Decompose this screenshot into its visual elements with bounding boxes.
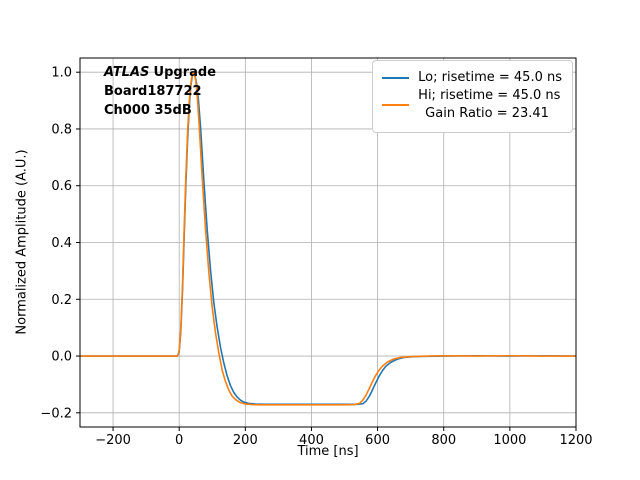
x-tick-label: 1000 <box>493 433 526 448</box>
x-tick-label: 0 <box>175 433 183 448</box>
x-tick-label: 400 <box>299 433 324 448</box>
x-tick-label: −200 <box>95 433 131 448</box>
annotation-line-2: Board187722 <box>104 84 202 99</box>
x-tick-label: 800 <box>431 433 456 448</box>
series-line-hi <box>80 71 576 406</box>
x-axis-label: Time [ns] <box>297 444 359 459</box>
y-tick-label: 0.4 <box>51 236 72 251</box>
legend-label-hi: Hi; risetime = 45.0 ns <box>418 88 561 103</box>
y-tick-label: 0.6 <box>51 179 72 194</box>
legend-entry-hi: Hi; risetime = 45.0 ns Gain Ratio = 23.4… <box>382 87 562 123</box>
tick-marks <box>76 71 577 431</box>
y-tick-label: −0.2 <box>40 406 72 421</box>
plot-annotation: ATLAS Upgrade Board187722 Ch000 35dB <box>104 63 216 120</box>
y-tick-label: 0.0 <box>51 350 72 365</box>
annotation-line-3: Ch000 35dB <box>104 103 192 118</box>
y-tick-label: 0.8 <box>51 122 72 137</box>
tick-labels: −200 0 200 400 600 800 1000 1200 −0.2 0.0 0.2 0.4 0.… <box>40 66 592 448</box>
legend-label-lo: Lo; risetime = 45.0 ns <box>418 70 562 85</box>
legend-label-gain-ratio: Gain Ratio = 23.41 <box>425 106 549 121</box>
annotation-atlas: ATLAS <box>104 65 150 80</box>
legend-line-sample-hi <box>382 104 410 106</box>
x-tick-label: 600 <box>365 433 390 448</box>
x-tick-label: 200 <box>233 433 258 448</box>
legend-label-hi-block: Hi; risetime = 45.0 ns Gain Ratio = 23.4… <box>418 87 560 123</box>
series-group <box>80 71 576 406</box>
legend-entry-lo: Lo; risetime = 45.0 ns <box>382 70 562 85</box>
x-tick-label: 1200 <box>559 433 592 448</box>
y-tick-label: 1.0 <box>51 66 72 81</box>
legend: Lo; risetime = 45.0 ns Hi; risetime = 45… <box>372 60 573 133</box>
y-tick-label: 0.2 <box>51 293 72 308</box>
annotation-line-1: ATLAS Upgrade <box>104 63 216 82</box>
legend-line-sample-lo <box>382 76 410 79</box>
annotation-upgrade: Upgrade <box>153 65 217 80</box>
y-axis-label: Normalized Amplitude (A.U.) <box>14 149 30 335</box>
